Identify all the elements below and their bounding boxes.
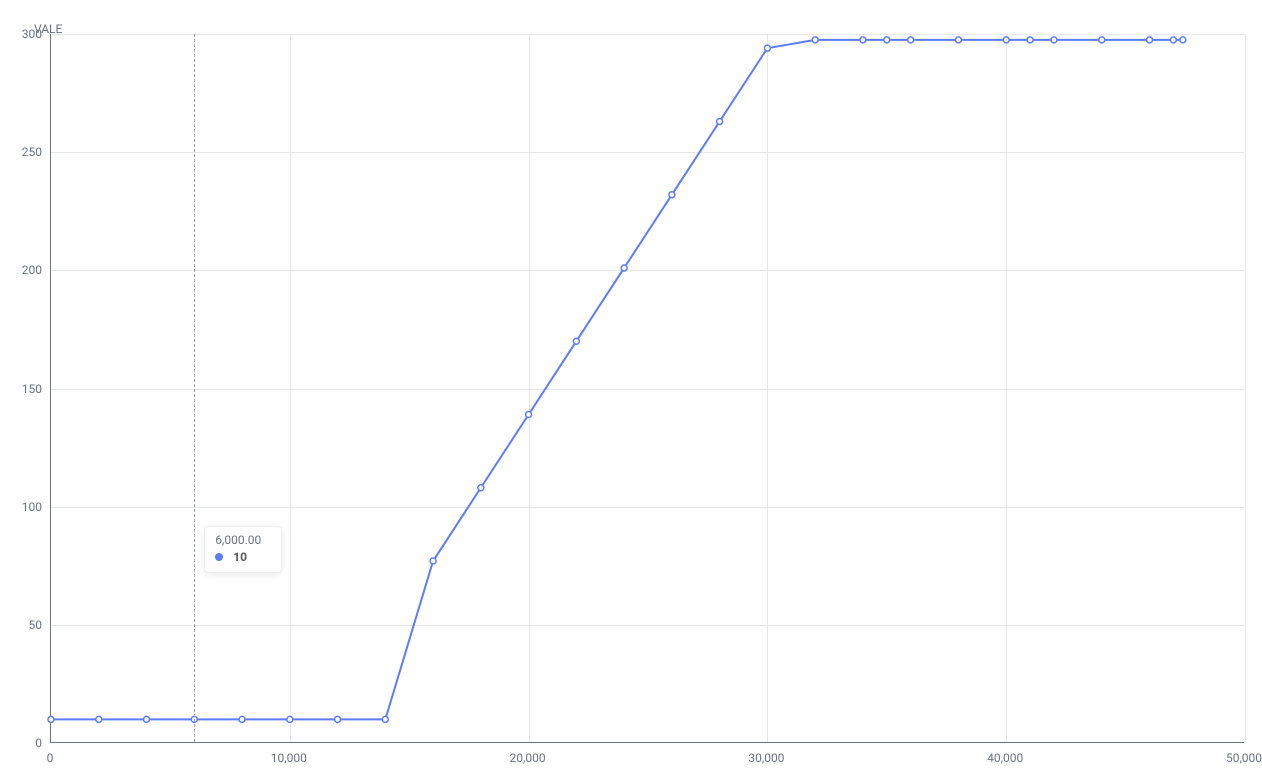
- series-marker: [669, 192, 675, 198]
- grid-horizontal: [51, 152, 1244, 153]
- series-marker: [955, 37, 961, 43]
- series-marker: [812, 37, 818, 43]
- series-marker: [1051, 37, 1057, 43]
- x-tick-label: 30,000: [748, 751, 784, 765]
- hover-tooltip: 6,000.00 10: [204, 526, 282, 573]
- grid-horizontal: [51, 625, 1244, 626]
- y-tick-label: 200: [22, 263, 42, 277]
- y-tick-label: 50: [29, 618, 43, 632]
- series-marker: [48, 716, 54, 722]
- x-tick-label: 0: [47, 751, 54, 765]
- series-marker: [908, 37, 914, 43]
- series-marker: [382, 716, 388, 722]
- x-tick-label: 40,000: [987, 751, 1023, 765]
- y-tick-label: 250: [22, 145, 42, 159]
- series-marker: [1027, 37, 1033, 43]
- tooltip-series-dot: [215, 553, 223, 561]
- chart-root: VALE 6,000.00 10 010,00020,00030,00040,0…: [0, 0, 1262, 781]
- series-marker: [335, 716, 341, 722]
- series-marker: [860, 37, 866, 43]
- plot-area[interactable]: 6,000.00 10: [50, 34, 1244, 743]
- y-tick-label: 300: [22, 27, 42, 41]
- series-marker: [573, 338, 579, 344]
- tooltip-value: 10: [233, 550, 247, 564]
- grid-horizontal: [51, 34, 1244, 35]
- series-marker: [478, 485, 484, 491]
- hover-cursor-line: [194, 34, 195, 742]
- y-tick-label: 0: [35, 736, 42, 750]
- series-marker: [717, 118, 723, 124]
- tooltip-title: 6,000.00: [215, 533, 271, 547]
- series-marker: [1180, 37, 1186, 43]
- series-marker: [1099, 37, 1105, 43]
- y-tick-label: 100: [22, 500, 42, 514]
- series-marker: [239, 716, 245, 722]
- x-tick-label: 50,000: [1226, 751, 1262, 765]
- x-tick-label: 10,000: [271, 751, 307, 765]
- series-marker: [144, 716, 150, 722]
- series-marker: [1170, 37, 1176, 43]
- series-marker: [1146, 37, 1152, 43]
- y-tick-label: 150: [22, 382, 42, 396]
- series-marker: [430, 558, 436, 564]
- grid-vertical: [1245, 34, 1246, 742]
- series-marker: [884, 37, 890, 43]
- grid-horizontal: [51, 270, 1244, 271]
- x-tick-label: 20,000: [510, 751, 546, 765]
- grid-horizontal: [51, 507, 1244, 508]
- grid-horizontal: [51, 389, 1244, 390]
- series-marker: [96, 716, 102, 722]
- series-polyline: [51, 40, 1183, 719]
